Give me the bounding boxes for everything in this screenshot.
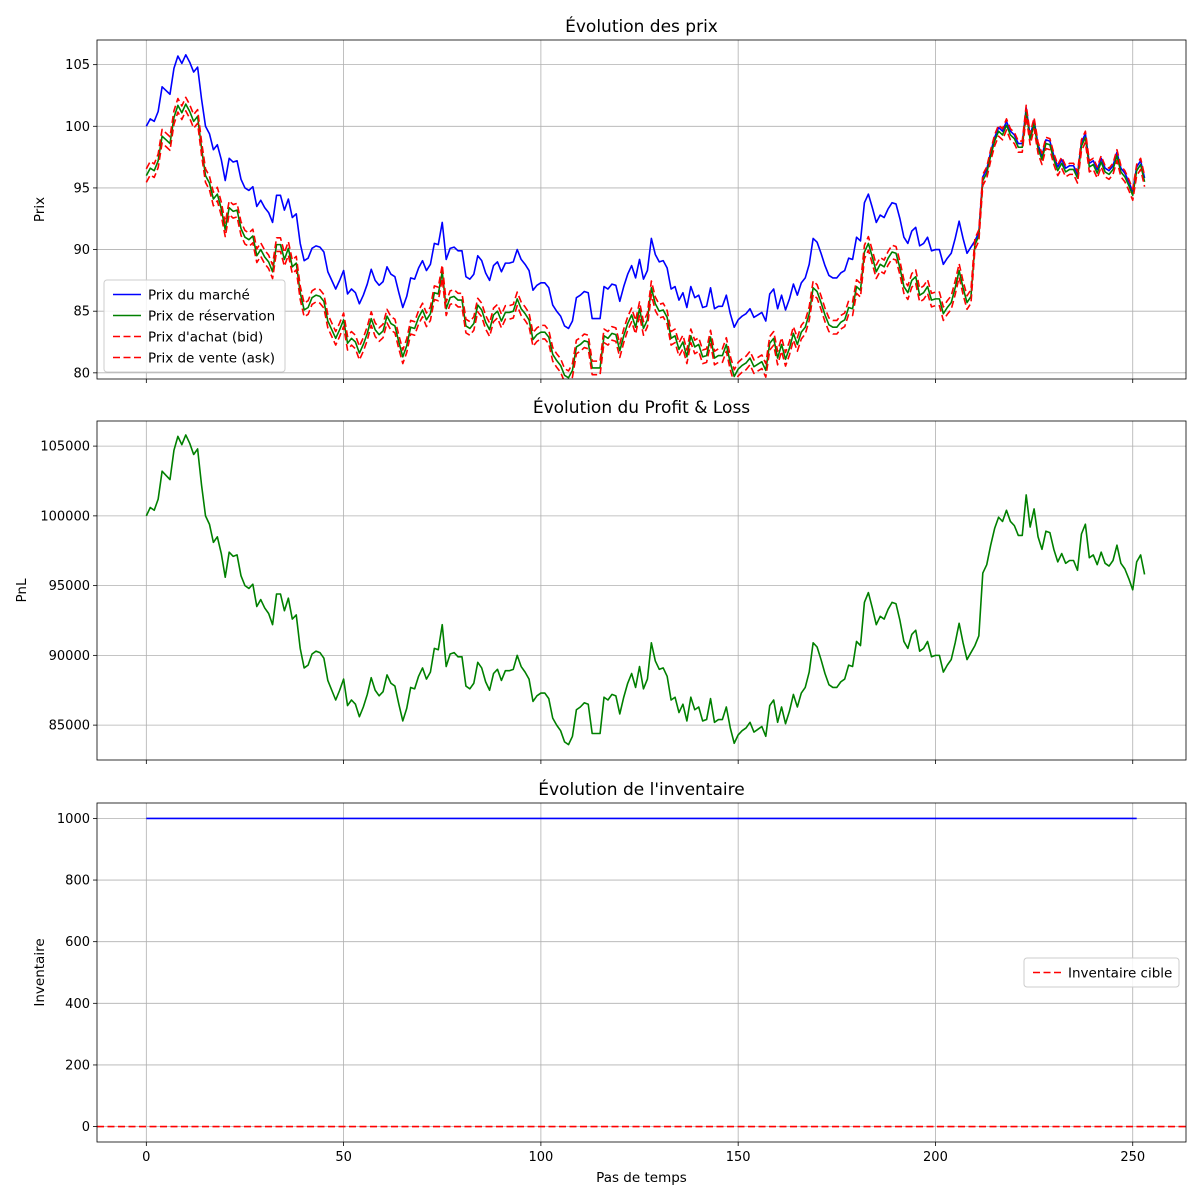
legend-entry: Inventaire cible	[1068, 966, 1172, 982]
y-axis-label: PnL	[14, 578, 30, 602]
y-axis-label: Prix	[32, 197, 48, 222]
y-tick-label: 100000	[40, 509, 90, 524]
legend: Prix du marché Prix de réservation Prix d'…	[103, 279, 286, 373]
x-tick-label: 250	[1120, 1150, 1145, 1165]
series-group	[145, 434, 1146, 746]
y-tick-label: 80	[73, 366, 90, 381]
y-tick-label: 105000	[40, 440, 90, 455]
y-tick-label: 0	[82, 1120, 90, 1135]
y-tick-label: 95000	[49, 579, 90, 594]
x-tick-label: 50	[335, 1150, 352, 1165]
subplot-2: 85000 90000 95000 100000 105000 Évolution du …	[14, 396, 1187, 764]
y-axis-label: Inventaire	[32, 938, 48, 1006]
series-group	[145, 53, 1146, 379]
y-tick-label: 90	[73, 243, 90, 258]
legend-entry: Prix de réservation	[148, 309, 275, 325]
series-1-line	[145, 434, 1146, 746]
legend-entry: Prix du marché	[148, 288, 250, 304]
chart-title: Évolution des prix	[565, 15, 718, 37]
y-tick-label: 800	[65, 874, 90, 889]
y-tick-label: 95	[73, 181, 90, 196]
subplot-3: 0 50 100 150 200 250 0 200 400 600 800 1000 Évolutio…	[32, 778, 1187, 1186]
prix-du-marche-line	[145, 53, 1146, 330]
legend-box	[1023, 957, 1180, 988]
axes-frame	[96, 802, 1187, 1143]
y-tick-label: 100	[65, 120, 90, 135]
prix-de-vente-ask-line	[145, 96, 1146, 372]
y-tick-label: 90000	[49, 649, 90, 664]
y-tick-label: 85000	[49, 719, 90, 734]
axes-frame	[96, 420, 1187, 761]
plot-area	[97, 803, 1186, 1142]
axes-frame	[96, 39, 1187, 380]
x-axis-label: Pas de temps	[596, 1170, 687, 1186]
legend-entry: Prix d'achat (bid)	[148, 330, 263, 346]
x-tick-label: 0	[142, 1150, 150, 1165]
legend-box	[103, 279, 286, 373]
y-tick-label: 1000	[57, 812, 90, 827]
series-group	[97, 817, 1186, 1128]
chart-title: Évolution du Profit & Loss	[533, 396, 750, 418]
chart-title: Évolution de l'inventaire	[538, 778, 744, 800]
legend: Inventaire cible	[1023, 957, 1180, 988]
y-tick-label: 600	[65, 935, 90, 950]
y-tick-label: 85	[73, 305, 90, 320]
prix-d-achat-bid-line	[145, 110, 1146, 379]
x-tick-label: 200	[923, 1150, 948, 1165]
prix-de-reservation-line	[145, 103, 1146, 379]
x-tick-label: 150	[726, 1150, 751, 1165]
plot-area	[97, 421, 1186, 760]
legend-entry: Prix de vente (ask)	[148, 351, 275, 367]
y-tick-label: 200	[65, 1058, 90, 1073]
y-tick-label: 400	[65, 997, 90, 1012]
y-tick-label: 105	[65, 58, 90, 73]
subplot-1: 80 85 90 95 100 105 Évolution des prix Prix Prix…	[32, 15, 1187, 383]
x-tick-label: 100	[528, 1150, 553, 1165]
